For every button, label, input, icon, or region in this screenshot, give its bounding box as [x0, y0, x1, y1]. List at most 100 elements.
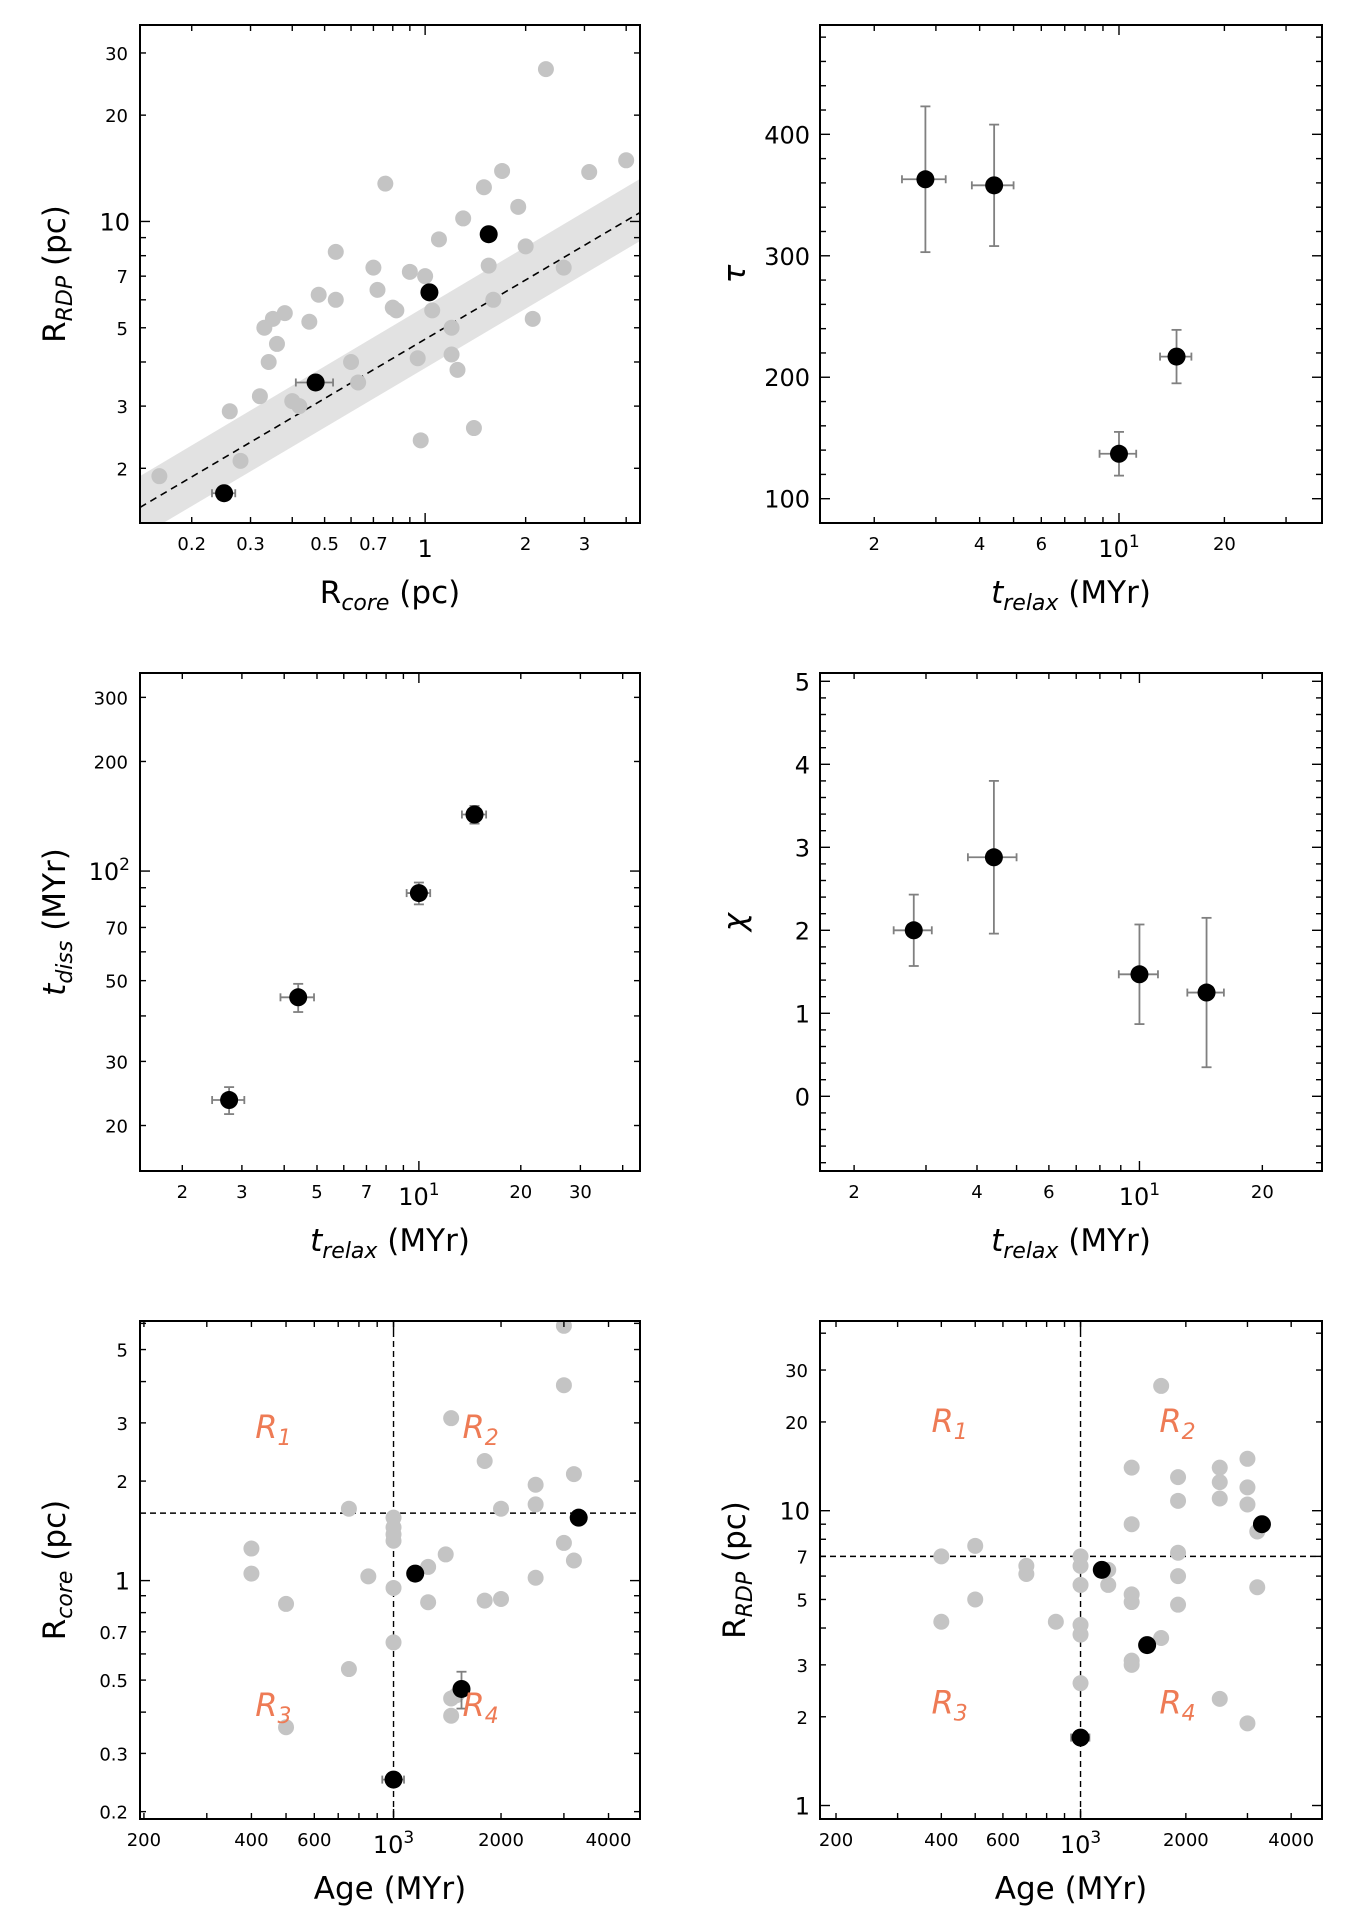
- x-tick-label: 4: [974, 534, 985, 555]
- sample-point: [1211, 1474, 1228, 1491]
- sample-point: [1123, 1516, 1140, 1533]
- sample-point: [555, 259, 572, 276]
- y-axis-label: RRDP (pc): [37, 205, 78, 343]
- sample-point: [967, 1591, 984, 1608]
- sample-point: [360, 1568, 377, 1585]
- x-tick-label: 0.3: [236, 534, 265, 555]
- sample-point: [243, 1565, 260, 1582]
- panel-d: 101 2 4 6 20 0 1 2 3 4 5 trelax (MYr) χ: [717, 668, 1323, 1264]
- sample-point: [443, 346, 460, 363]
- x-tick-label: 2000: [478, 1830, 524, 1851]
- sample-point: [1153, 1377, 1170, 1394]
- sample-point: [327, 291, 344, 308]
- sample-point: [264, 310, 281, 327]
- x-tick-label: 0.2: [177, 534, 206, 555]
- ticks: 103 200 400 600 2000 4000 1 10 2 3 5 7 20 30: [779, 1321, 1322, 1859]
- cluster-point: [215, 484, 234, 503]
- sample-point: [1170, 1469, 1187, 1486]
- sample-point: [301, 313, 318, 330]
- panel-f: R1 R2 R3 R4 103 200 400 600 2000 4000 1 10 2 3 5 7 20 30 A…: [717, 1320, 1323, 1907]
- y-tick-label: 70: [105, 918, 128, 939]
- x-tick-label: 20: [1251, 1182, 1274, 1203]
- sample-point: [278, 1595, 295, 1612]
- y-tick-label: 1: [115, 1568, 130, 1596]
- y-tick-label: 2: [797, 1708, 808, 1729]
- sample-point: [1239, 1479, 1256, 1496]
- region-label: R2: [462, 1408, 498, 1451]
- axes-frame: [819, 1320, 1323, 1820]
- x-tick-label: 6: [1036, 534, 1047, 555]
- sample-point: [493, 1590, 510, 1607]
- sample-point: [967, 1537, 984, 1554]
- sample-point: [476, 1453, 493, 1470]
- x-tick-label: 4000: [1268, 1830, 1314, 1851]
- axes-frame: [139, 672, 641, 1172]
- x-tick-label: 2: [177, 1182, 188, 1203]
- y-tick-label: 2: [795, 917, 810, 945]
- x-tick-label: 30: [569, 1182, 592, 1203]
- sample-point: [527, 1569, 544, 1586]
- y-tick-label: 10: [779, 1498, 810, 1526]
- sample-point: [278, 1719, 295, 1736]
- x-tick-label: 3: [236, 1182, 247, 1203]
- sample-point: [1072, 1626, 1089, 1643]
- sample-point: [260, 353, 277, 370]
- y-axis-label: tdiss (MYr): [37, 848, 78, 996]
- panel-c: 101 2 3 5 7 20 30 102 20 30 50 70 200 300 trelax (MYr)…: [37, 672, 641, 1264]
- y-tick-label: 400: [764, 121, 810, 149]
- x-tick-label: 4000: [586, 1830, 632, 1851]
- x-tick-label: 2: [869, 534, 880, 555]
- x-tick-label: 600: [986, 1830, 1020, 1851]
- x-tick-label: 600: [297, 1830, 331, 1851]
- y-tick-label: 5: [117, 319, 128, 340]
- sample-point: [365, 259, 382, 276]
- sample-point: [1239, 1715, 1256, 1732]
- sample-point: [437, 1546, 454, 1563]
- y-tick-label: 100: [764, 486, 810, 514]
- plot-area: [140, 61, 640, 523]
- sample-point: [465, 420, 482, 437]
- y-tick-label: 2: [117, 1472, 128, 1493]
- x-tick-label: 400: [234, 1830, 268, 1851]
- x-tick-label: 103: [373, 1828, 414, 1859]
- sample-point: [151, 468, 168, 485]
- sample-point: [565, 1466, 582, 1483]
- sample-point: [1211, 1690, 1228, 1707]
- x-tick-label: 101: [1098, 532, 1139, 563]
- y-tick-label: 3: [795, 834, 810, 862]
- sample-point: [517, 238, 534, 255]
- sample-point: [1211, 1459, 1228, 1476]
- y-axis-label: τ: [717, 264, 753, 283]
- sample-point: [510, 198, 527, 215]
- cluster-point: [1092, 1560, 1111, 1579]
- x-tick-label: 2000: [1163, 1830, 1209, 1851]
- region-label: R1: [255, 1408, 291, 1451]
- x-tick-label: 200: [127, 1830, 161, 1851]
- y-axis-label: χ: [717, 911, 753, 933]
- x-tick-label: 200: [819, 1830, 853, 1851]
- x-tick-label: 20: [509, 1182, 532, 1203]
- axes-frame: [819, 24, 1323, 524]
- sample-point: [243, 1540, 260, 1557]
- ticks: 101 2 3 5 7 20 30 102 20 30 50 70 200 300: [89, 673, 640, 1211]
- sample-point: [1100, 1576, 1117, 1593]
- x-axis-label: Rcore (pc): [320, 575, 460, 616]
- sample-point: [340, 1500, 357, 1517]
- sample-point: [1123, 1594, 1140, 1611]
- cluster-point: [465, 805, 484, 824]
- sample-point: [581, 164, 598, 181]
- cluster-point: [1109, 444, 1128, 463]
- sample-point: [493, 1500, 510, 1517]
- sample-point: [417, 268, 434, 285]
- x-axis-label: trelax (MYr): [310, 1223, 470, 1264]
- cluster-point: [916, 170, 935, 189]
- ticks: 103 200 400 600 2000 4000 1 0.2 0.3 0.5 0.7 2 3 5: [99, 1321, 640, 1859]
- sample-point: [340, 1661, 357, 1678]
- y-tick-label: 2: [117, 459, 128, 480]
- region-label: R4: [1159, 1684, 1195, 1727]
- sample-point: [933, 1548, 950, 1565]
- fit-confidence-band: [140, 178, 640, 523]
- y-tick-label: 0.2: [99, 1803, 128, 1824]
- sample-point: [1170, 1568, 1187, 1585]
- ticks: 101 2 4 6 20 0 1 2 3 4 5: [795, 668, 1322, 1211]
